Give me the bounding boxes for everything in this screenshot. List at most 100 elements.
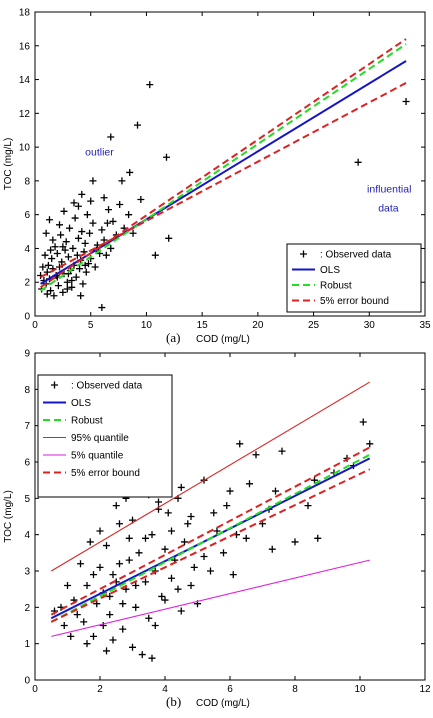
data-point [134, 121, 142, 129]
legend-entry: 5% error bound [71, 468, 140, 479]
data-point [107, 244, 115, 252]
data-point [86, 229, 94, 237]
data-point [311, 476, 318, 484]
data-point [246, 480, 253, 488]
y-axis-label: TOC (mg/L) [3, 138, 14, 191]
data-point [242, 534, 250, 542]
data-point [161, 545, 169, 553]
data-point [200, 552, 208, 560]
data-point [177, 607, 185, 615]
data-point [68, 283, 76, 291]
data-point [135, 549, 143, 557]
legend-entry: : Observed data [71, 381, 143, 392]
data-point [161, 596, 169, 604]
data-point [70, 199, 78, 207]
data-point [73, 611, 81, 619]
data-point [41, 251, 49, 259]
data-point [125, 556, 133, 564]
data-point [137, 195, 145, 203]
y-tick-label: 2 [24, 603, 30, 614]
data-point [220, 549, 227, 557]
data-point [81, 261, 89, 269]
data-point [118, 177, 126, 185]
data-point [68, 277, 76, 285]
legend-entry: OLS [71, 398, 91, 409]
data-point [60, 207, 68, 215]
data-point [77, 292, 85, 300]
data-point [76, 265, 84, 273]
data-point [148, 654, 156, 662]
data-point [109, 636, 117, 644]
data-point [56, 221, 64, 229]
data-point [236, 440, 244, 448]
series-line-robust [50, 453, 371, 623]
y-tick-label: 2 [24, 278, 30, 289]
data-point [56, 263, 64, 271]
data-point [57, 231, 65, 239]
y-tick-label: 16 [19, 41, 31, 52]
data-point [109, 571, 117, 579]
data-point [83, 211, 91, 219]
data-point [366, 440, 374, 448]
data-point [87, 197, 95, 205]
data-point [278, 447, 286, 455]
data-point [98, 304, 106, 312]
data-point [119, 625, 127, 633]
data-point [116, 560, 123, 568]
x-tick-label: 20 [252, 320, 264, 331]
plot-area [37, 38, 410, 312]
data-point [223, 502, 231, 510]
data-point [142, 578, 149, 586]
y-tick-label: 18 [19, 8, 31, 19]
data-point [116, 520, 123, 528]
data-point [80, 618, 88, 626]
data-point [165, 234, 173, 242]
legend-entry: OLS [320, 265, 340, 276]
x-tick-label: 12 [419, 684, 431, 695]
series-line-5-error-bound [40, 38, 407, 289]
data-point [82, 268, 90, 276]
y-tick-label: 4 [24, 530, 30, 541]
plot-area [50, 381, 374, 662]
data-point [126, 168, 134, 176]
y-tick-label: 12 [19, 109, 31, 120]
data-point [66, 224, 74, 232]
data-point [62, 238, 70, 246]
y-tick-label: 1 [24, 639, 30, 650]
y-tick-label: 6 [24, 210, 30, 221]
annotation: influential [367, 184, 411, 196]
data-point [91, 263, 99, 271]
series-line-5-quantile [51, 559, 370, 637]
x-tick-label: 25 [308, 320, 320, 331]
data-point [43, 268, 51, 276]
data-point [181, 538, 188, 546]
x-axis-label: COD (mg/L) [196, 334, 250, 345]
data-point [132, 603, 140, 611]
data-point [174, 585, 182, 593]
data-point [59, 243, 67, 251]
data-point [119, 600, 127, 608]
series-line-5-error-bound [50, 446, 371, 616]
data-point [48, 255, 56, 263]
data-point [226, 487, 234, 495]
y-axis-label: TOC (mg/L) [3, 490, 14, 543]
data-point [71, 214, 79, 222]
data-point [142, 534, 149, 542]
series-line-95-quantile [50, 381, 371, 572]
data-point [145, 614, 153, 622]
panel-label: (a) [166, 330, 180, 345]
data-point [58, 258, 66, 266]
data-point [106, 611, 114, 619]
data-point [402, 98, 410, 106]
data-point [146, 81, 154, 89]
data-point [155, 498, 162, 506]
x-tick-label: 0 [32, 684, 38, 695]
series-line-ols [40, 60, 407, 285]
legend-swatch [51, 381, 58, 389]
x-tick-label: 10 [141, 320, 153, 331]
data-point [129, 643, 136, 651]
data-point [100, 194, 108, 202]
data-point [67, 632, 75, 640]
legend: : Observed data OLS Robust 5% error bound [286, 243, 422, 313]
